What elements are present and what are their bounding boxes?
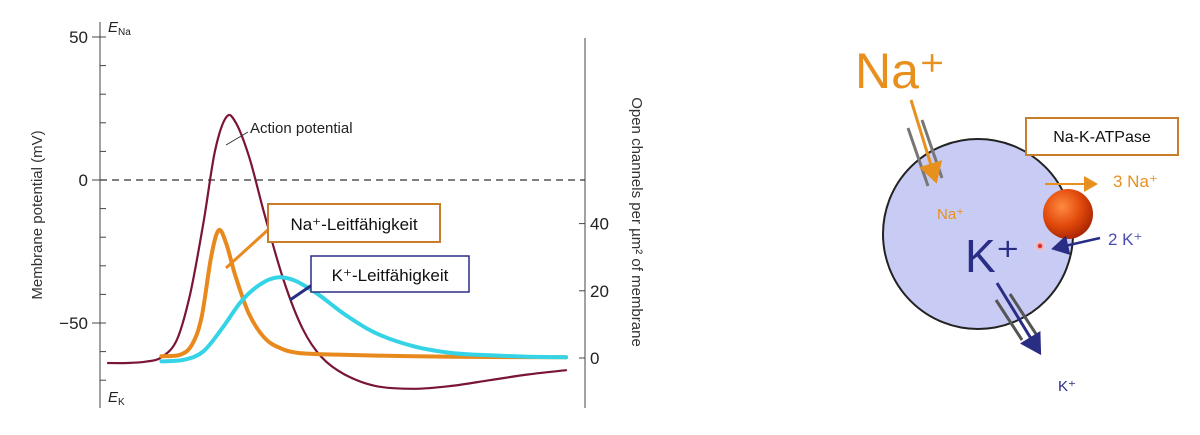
action-potential-chart: 50 0 −50 ENa EK Membrane potential (mV) 40… [29,19,645,408]
left-tick-label: −50 [59,314,88,333]
right-tick-label: 0 [590,349,599,368]
na-k-atpase-label: Na-K-ATPase [1053,129,1151,146]
na-influx-arrow [909,99,943,184]
right-axis-ticks: 40 20 0 [579,215,609,368]
right-tick-label: 40 [590,215,609,234]
na-k-atpase-box [1025,117,1179,156]
left-axis-label: Membrane potential (mV) [29,130,46,299]
e-na-label: ENa [108,19,131,38]
pump-na-out-label: 3 Na⁺ [1113,172,1158,191]
action-potential-annotation: Action potential [250,120,353,137]
action-potential-curve [106,113,568,390]
series-layer [106,113,568,390]
k-conductance-leader [289,283,313,302]
left-axis-ticks: 50 0 −50 [59,28,100,333]
pump-k-in-label: 2 K⁺ [1108,230,1143,249]
na-conductance-curve [159,227,568,360]
right-tick-label: 20 [590,282,609,301]
action-potential-leader [225,131,249,146]
na-outside-label: Na⁺ [855,43,945,99]
e-k-label: EK [108,389,125,408]
na-conductance-leader [224,226,272,270]
na-inside-label: Na⁺ [937,206,964,223]
k-efflux-arrow [995,282,1042,356]
cell-diagram: Na⁺ Na⁺ K⁺ K⁺ Na-K-ATPase 3 Na⁺ 2 K⁺ [855,43,1179,395]
k-conductance-curve [159,275,568,364]
pump-k-in-arrow [1051,235,1101,255]
right-axis-label: Open channels per µm² of membrane [628,97,645,347]
k-conductance-annotation: K⁺-Leitfähigkeit [332,266,449,285]
k-outside-label: K⁺ [1058,378,1076,395]
k-conductance-box [310,255,470,293]
left-tick-label: 50 [69,28,88,47]
k-inside-label: K⁺ [965,230,1020,282]
na-k-pump-icon [1043,189,1093,239]
left-axis-minor-ticks [100,36,106,381]
left-tick-label: 0 [79,171,88,190]
k-channel-icon [994,293,1038,341]
na-conductance-annotation: Na⁺-Leitfähigkeit [290,215,417,234]
na-conductance-box [267,203,441,243]
